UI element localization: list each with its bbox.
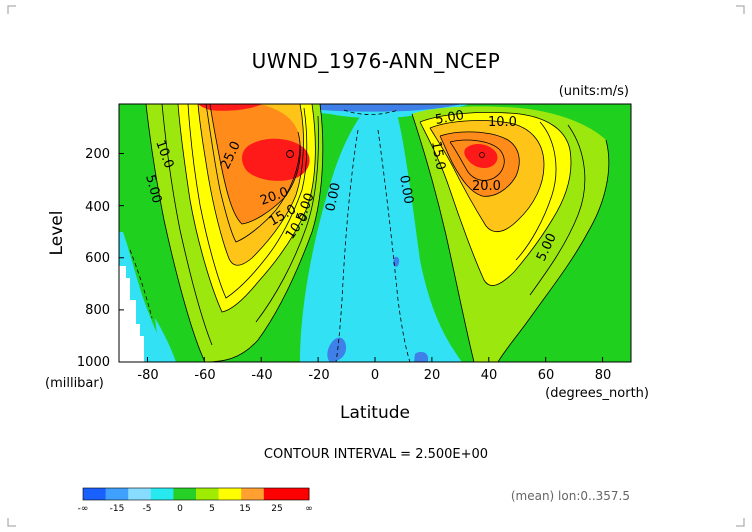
x-tick-m60: -60 bbox=[194, 368, 215, 383]
nh-jet-max bbox=[479, 152, 485, 158]
x-axis: -80 -60 -40 -20 0 20 40 60 80 bbox=[137, 368, 611, 383]
x-tick-m20: -20 bbox=[308, 368, 329, 383]
contour-interval-label: CONTOUR INTERVAL = 2.500E+00 bbox=[264, 447, 488, 462]
colorbar-label-5: 5 bbox=[209, 504, 215, 514]
contour-label-8: 0.00 bbox=[323, 181, 344, 212]
x-tick-60: 60 bbox=[538, 368, 555, 383]
x-axis-label: Latitude bbox=[340, 403, 410, 423]
axis-ticks bbox=[119, 153, 604, 363]
colorbar-swatch-7 bbox=[241, 488, 265, 500]
contour-labels: 10.0 5.00 25.0 20.0 15.0 10.0 5.00 0.00 … bbox=[142, 108, 560, 264]
contour-label-11: 10.0 bbox=[488, 115, 517, 130]
corner-marks bbox=[7, 5, 745, 527]
y-tick-800: 800 bbox=[85, 303, 110, 318]
colorbar-label-m15: -15 bbox=[110, 504, 125, 514]
colorbar-label-15: 15 bbox=[239, 504, 250, 514]
y-tick-400: 400 bbox=[85, 200, 110, 215]
colorbar-labels: -∞ -15 -5 0 5 15 25 ∞ bbox=[78, 504, 313, 514]
contour-label-10: 5.00 bbox=[434, 108, 465, 128]
contour-label-9: 0.00 bbox=[396, 174, 416, 205]
units-label: (units:m/s) bbox=[559, 84, 629, 99]
contour-lines bbox=[145, 104, 610, 362]
x-tick-80: 80 bbox=[595, 368, 612, 383]
contour-label-12: 15.0 bbox=[428, 140, 448, 171]
x-tick-m80: -80 bbox=[137, 368, 158, 383]
contour-label-2: 5.00 bbox=[142, 173, 164, 205]
footer-note: (mean) lon:0..357.5 bbox=[511, 489, 630, 503]
fill-strong-easterly-top bbox=[292, 104, 462, 112]
sh-jet-max bbox=[286, 150, 294, 158]
x-tick-m40: -40 bbox=[251, 368, 272, 383]
colorbar bbox=[82, 487, 310, 501]
colorbar-label-0: 0 bbox=[177, 504, 183, 514]
colorbar-label-m5: -5 bbox=[143, 504, 152, 514]
fill-sh-jet-core bbox=[242, 138, 310, 181]
y-tick-1000: 1000 bbox=[77, 355, 110, 370]
x-tick-20: 20 bbox=[424, 368, 441, 383]
y-tick-600: 600 bbox=[85, 251, 110, 266]
colorbar-swatch-3 bbox=[150, 488, 174, 500]
fill-strong-easterly-2 bbox=[414, 351, 428, 362]
no-data-region bbox=[119, 266, 144, 362]
colorbar-swatch-8 bbox=[263, 488, 287, 500]
fill-sh-jet-top bbox=[198, 104, 262, 111]
colorbar-swatch-4 bbox=[173, 488, 197, 500]
x-tick-40: 40 bbox=[481, 368, 498, 383]
colorbar-swatch-6 bbox=[218, 488, 242, 500]
colorbar-swatch-2 bbox=[128, 488, 152, 500]
fill-strong-easterly-1 bbox=[327, 337, 347, 362]
colorbar-label-neg-inf: -∞ bbox=[78, 504, 89, 514]
x-tick-0: 0 bbox=[371, 368, 379, 383]
no-data-fill bbox=[119, 266, 144, 362]
colorbar-label-pos-inf: ∞ bbox=[305, 504, 313, 514]
y-tick-200: 200 bbox=[85, 147, 110, 162]
colorbar-swatch-0 bbox=[83, 488, 107, 500]
fill-nh-jet-core bbox=[464, 144, 498, 169]
y-axis: 200 400 600 800 1000 bbox=[77, 147, 110, 370]
colorbar-swatch-5 bbox=[196, 488, 220, 500]
y-axis-label: Level bbox=[47, 211, 67, 256]
chart-title: UWND_1976-ANN_NCEP bbox=[252, 49, 501, 73]
colorbar-label-25: 25 bbox=[271, 504, 282, 514]
colorbar-frame bbox=[82, 487, 310, 501]
dashed-contours bbox=[129, 109, 411, 362]
x-unit-label: (degrees_north) bbox=[545, 386, 649, 401]
contour-label-13: 20.0 bbox=[472, 179, 501, 194]
fill-easterly-central bbox=[300, 114, 462, 362]
contour-fill: 10.0 5.00 25.0 20.0 15.0 10.0 5.00 0.00 … bbox=[119, 104, 631, 362]
y-unit-label: (millibar) bbox=[45, 376, 104, 391]
jet-markers bbox=[286, 150, 485, 158]
fill-easterly-left-bottom bbox=[155, 318, 176, 362]
colorbar-swatch-9 bbox=[286, 488, 310, 500]
colorbar-swatch-1 bbox=[105, 488, 129, 500]
